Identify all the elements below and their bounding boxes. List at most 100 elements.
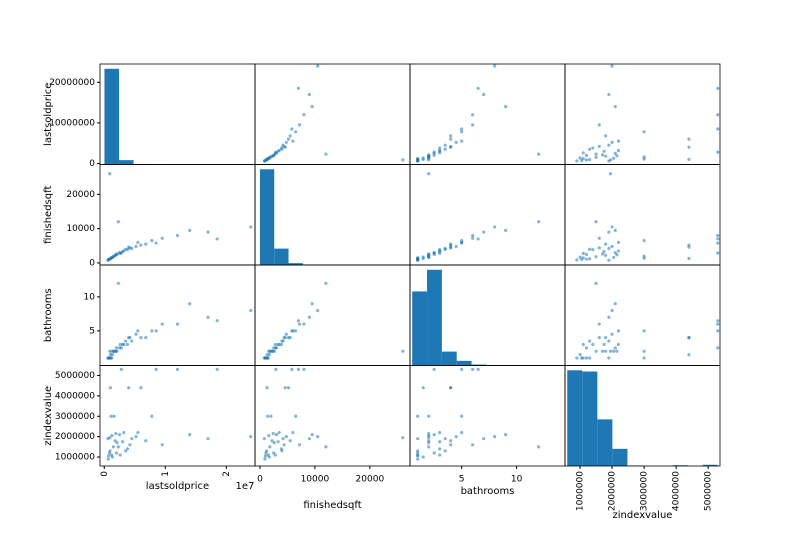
scatter-point	[175, 367, 180, 371]
scatter-point	[613, 302, 617, 306]
scatter-point	[324, 445, 328, 449]
scatter-point	[615, 253, 619, 257]
scatter-point	[604, 349, 608, 353]
scatter-point	[310, 105, 314, 109]
scatter-point	[262, 356, 266, 360]
scatter-point	[124, 247, 128, 251]
panel-frame	[409, 63, 566, 165]
scatter-point	[139, 243, 143, 247]
scatter-point	[594, 152, 598, 156]
scatter-point	[271, 431, 275, 436]
scatter-point	[106, 454, 111, 458]
scatter-point	[283, 386, 287, 390]
scatter-point	[600, 153, 605, 157]
scatter-point	[493, 64, 497, 68]
scatter-point	[136, 329, 140, 333]
scatter-point	[615, 154, 619, 158]
scatter-point	[282, 336, 286, 340]
scatter-point	[272, 346, 276, 350]
scatter-point	[150, 239, 154, 243]
panel	[564, 365, 721, 467]
x-tick-label: 1000000	[576, 471, 586, 511]
scatter-point	[125, 447, 130, 451]
scatter-point	[188, 433, 192, 437]
scatter-point	[427, 414, 431, 418]
x-axis-label: bathrooms	[461, 486, 515, 497]
scatter-point	[588, 356, 592, 360]
scatter-point	[581, 342, 585, 347]
scatter-point	[294, 329, 298, 333]
scatter-point	[687, 353, 691, 357]
histogram-bar	[104, 68, 120, 165]
panel-frame	[254, 365, 411, 467]
panel	[254, 63, 411, 165]
scatter-point	[416, 451, 420, 455]
scatter-point	[716, 241, 720, 245]
scatter-point	[310, 302, 314, 306]
scatter-point	[578, 156, 582, 160]
scatter-point	[613, 105, 617, 109]
scatter-point	[584, 252, 589, 256]
scatter-point	[117, 433, 122, 437]
scatter-point	[136, 240, 140, 244]
scatter-point	[716, 251, 720, 255]
scatter-point	[269, 349, 273, 353]
y-axis-label: zindexvalue	[43, 386, 54, 446]
panel	[564, 164, 721, 266]
histogram-bar	[567, 370, 583, 466]
scatter-point	[110, 434, 114, 438]
scatter-point	[302, 113, 306, 117]
scatter-point	[270, 439, 274, 443]
scatter-point	[610, 308, 614, 313]
scatter-point	[277, 430, 281, 435]
scatter-point	[268, 445, 272, 449]
x-tick-label: 10000	[301, 475, 330, 485]
scatter-point	[584, 158, 589, 162]
scatter-point	[215, 367, 219, 371]
scatter-point	[284, 435, 288, 439]
histogram-bar	[456, 360, 472, 366]
scatter-point	[416, 159, 420, 163]
scatter-point	[460, 367, 464, 371]
scatter-point	[449, 134, 453, 138]
panel	[99, 365, 256, 467]
scatter-point	[616, 342, 621, 347]
scatter-point	[284, 332, 288, 336]
x-tick-label: 4000000	[672, 471, 682, 511]
x-tick-label: 0	[100, 471, 110, 477]
scatter-point	[438, 151, 442, 155]
scatter-point	[716, 329, 720, 333]
scatter-point	[471, 367, 475, 371]
scatter-point	[613, 228, 617, 232]
scatter-point	[160, 443, 164, 447]
scatter-point	[607, 230, 611, 234]
scatter-point	[124, 449, 128, 453]
scatter-point	[401, 436, 405, 440]
scatter-point	[594, 220, 598, 224]
scatter-point	[607, 258, 611, 262]
scatter-point	[581, 251, 585, 255]
scatter-point	[206, 230, 210, 234]
scatter-point	[432, 150, 436, 154]
scatter-point	[604, 336, 608, 340]
histogram-bar	[702, 464, 718, 466]
scatter-point	[421, 455, 425, 459]
scatter-point	[263, 457, 267, 461]
scatter-point	[262, 159, 266, 163]
scatter-point	[578, 255, 582, 259]
scatter-point	[109, 414, 113, 418]
scatter-point	[454, 435, 458, 439]
scatter-point	[276, 149, 280, 153]
y-axis-label: bathrooms	[43, 288, 54, 342]
scatter-point	[610, 64, 614, 68]
scatter-point	[610, 140, 614, 144]
panel	[409, 164, 566, 266]
scatter-point	[642, 356, 646, 360]
panel	[409, 63, 566, 165]
scatter-point	[302, 322, 306, 326]
scatter-point	[716, 127, 720, 131]
scatter-point	[454, 140, 458, 144]
panel-frame	[99, 264, 256, 366]
scatter-point	[449, 246, 453, 250]
scatter-point	[113, 439, 117, 443]
